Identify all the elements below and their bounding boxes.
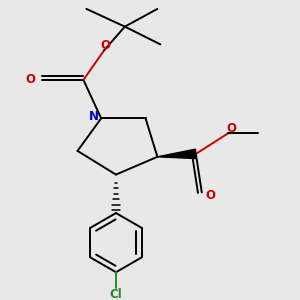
Text: O: O (226, 122, 236, 135)
Text: O: O (100, 39, 111, 52)
Polygon shape (158, 149, 196, 159)
Text: O: O (206, 189, 216, 202)
Text: Cl: Cl (110, 288, 122, 300)
Text: N: N (89, 110, 99, 123)
Text: O: O (25, 74, 35, 86)
